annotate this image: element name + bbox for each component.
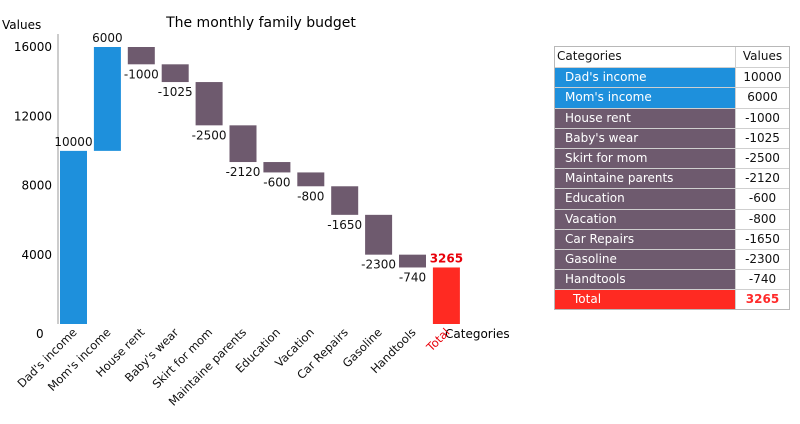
data-label: -740 <box>399 270 426 284</box>
bar <box>195 82 223 126</box>
table-cell-category: Maintaine parents <box>555 169 736 189</box>
table-row: Education -600 <box>555 188 789 209</box>
table-cell-value: -800 <box>748 211 777 226</box>
bar <box>229 125 257 163</box>
table-row: Maintaine parents -2120 <box>555 168 789 189</box>
bar <box>432 267 460 324</box>
bar <box>60 150 87 324</box>
table-header-row: Categories Values <box>555 47 789 68</box>
bar <box>297 172 325 187</box>
table-cell-category: House rent <box>555 108 736 128</box>
waterfall-chart: The monthly family budget Values Categor… <box>2 15 510 409</box>
data-label: -1025 <box>158 85 193 99</box>
table-cell-value: -1025 <box>745 130 780 145</box>
data-label: -2300 <box>361 258 396 272</box>
chart-title: The monthly family budget <box>165 15 356 31</box>
table-cell-value: -2500 <box>745 150 780 165</box>
data-label: -1650 <box>327 218 362 232</box>
y-tick-label: 8000 <box>21 179 52 193</box>
table-cell-value: 3265 <box>745 292 780 307</box>
table-cell-value: 10000 <box>743 70 782 85</box>
data-label: 6000 <box>92 31 123 45</box>
y-tick-label: 4000 <box>21 248 52 262</box>
data-label: 3265 <box>430 251 463 265</box>
table-cell-category: Total <box>555 290 736 310</box>
table-cell-category: Dad's income <box>555 68 736 88</box>
table-row: Vacation -800 <box>555 208 789 229</box>
y-axis-label: Values <box>2 18 41 32</box>
table-cell-category: Skirt for mom <box>555 148 736 169</box>
bar <box>127 47 155 65</box>
table-row: Total 3265 <box>555 289 789 310</box>
table-cell-category: Baby's wear <box>555 128 736 148</box>
table-cell-category: Vacation <box>555 209 736 229</box>
data-label: -2500 <box>192 128 227 142</box>
bar <box>399 254 426 268</box>
table-row: Skirt for mom -2500 <box>555 147 789 169</box>
table-cell-value: -600 <box>748 191 777 206</box>
bar <box>161 64 189 83</box>
y-tick-label: 12000 <box>14 109 52 123</box>
bar <box>263 162 291 173</box>
data-label: -1000 <box>124 67 159 81</box>
table-cell-category: Mom's income <box>555 88 736 108</box>
y-tick-label: 16000 <box>14 40 52 54</box>
bar <box>331 186 359 215</box>
table-cell-value: -1650 <box>745 231 780 246</box>
bar <box>365 214 393 255</box>
table-cell-category: Education <box>555 189 736 209</box>
table-row: Mom's income 6000 <box>555 87 789 108</box>
table-row: Baby's wear -1025 <box>555 127 789 148</box>
table-cell-value: 6000 <box>747 90 778 105</box>
data-label: 10000 <box>54 135 92 149</box>
data-label: -800 <box>297 189 324 203</box>
table-cell-value: -2300 <box>745 251 780 266</box>
table-cell-value: -1000 <box>745 110 780 125</box>
table-row: Dad's income 10000 <box>555 67 789 88</box>
x-axis-label: Categories <box>445 327 510 341</box>
bar <box>93 47 121 151</box>
table-cell-category: Gasoline <box>555 249 736 270</box>
table-cell-value: -740 <box>748 272 777 287</box>
table-row: House rent -1000 <box>555 107 789 128</box>
table-row: Gasoline -2300 <box>555 248 789 270</box>
data-label: -600 <box>263 175 290 189</box>
data-table: Categories Values Dad's income 10000 Mom's… <box>554 46 790 311</box>
data-label: -2120 <box>226 165 261 179</box>
y-tick-label: 0 <box>36 327 44 341</box>
table-cell-category: Car Repairs <box>555 229 736 249</box>
table-cell-value: -2120 <box>745 171 780 186</box>
table-header-categories: Categories <box>555 47 736 68</box>
table-header-values: Values <box>742 49 783 63</box>
table-row: Handtools -740 <box>555 269 789 290</box>
table-row: Car Repairs -1650 <box>555 228 789 249</box>
table-cell-category: Handtools <box>555 270 736 290</box>
